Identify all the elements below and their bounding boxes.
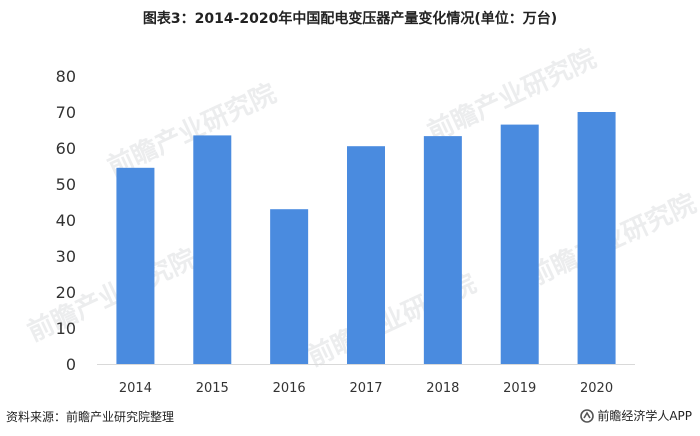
y-tick-label: 0 [66, 355, 76, 374]
y-tick-label: 60 [56, 139, 76, 158]
y-tick-label: 70 [56, 103, 76, 122]
y-tick-label: 80 [56, 67, 76, 86]
x-tick-label: 2018 [426, 381, 459, 396]
x-axis-ticks: 2014 2015 2016 2017 2018 2019 2020 [119, 381, 613, 396]
x-tick-label: 2015 [196, 381, 229, 396]
bar-2020 [577, 112, 616, 364]
bar-2019 [500, 124, 539, 364]
bars [116, 112, 616, 364]
y-tick-label: 20 [56, 283, 76, 302]
bar-2014 [116, 167, 155, 364]
qianzhan-logo-icon [580, 408, 595, 423]
x-tick-label: 2016 [273, 381, 306, 396]
bar-2017 [347, 146, 385, 364]
y-axis-ticks: 0 10 20 30 40 50 60 70 80 [56, 67, 76, 374]
x-tick-label: 2020 [580, 381, 613, 396]
bar-2016 [270, 209, 309, 364]
brand-label: 前瞻经济学人APP [597, 409, 692, 423]
brand-credit: 前瞻经济学人APP [580, 407, 692, 424]
bar-2015 [193, 135, 232, 364]
y-tick-label: 40 [56, 211, 76, 230]
x-tick-label: 2017 [349, 381, 382, 396]
bar-2018 [423, 136, 462, 364]
y-tick-label: 10 [56, 319, 76, 338]
x-tick-label: 2019 [503, 381, 536, 396]
source-note: 资料来源：前瞻产业研究院整理 [6, 410, 175, 424]
y-tick-label: 50 [56, 175, 76, 194]
chart-title: 图表3：2014-2020年中国配电变压器产量变化情况(单位：万台) [142, 11, 558, 27]
x-tick-label: 2014 [119, 381, 152, 396]
y-tick-label: 30 [56, 247, 76, 266]
